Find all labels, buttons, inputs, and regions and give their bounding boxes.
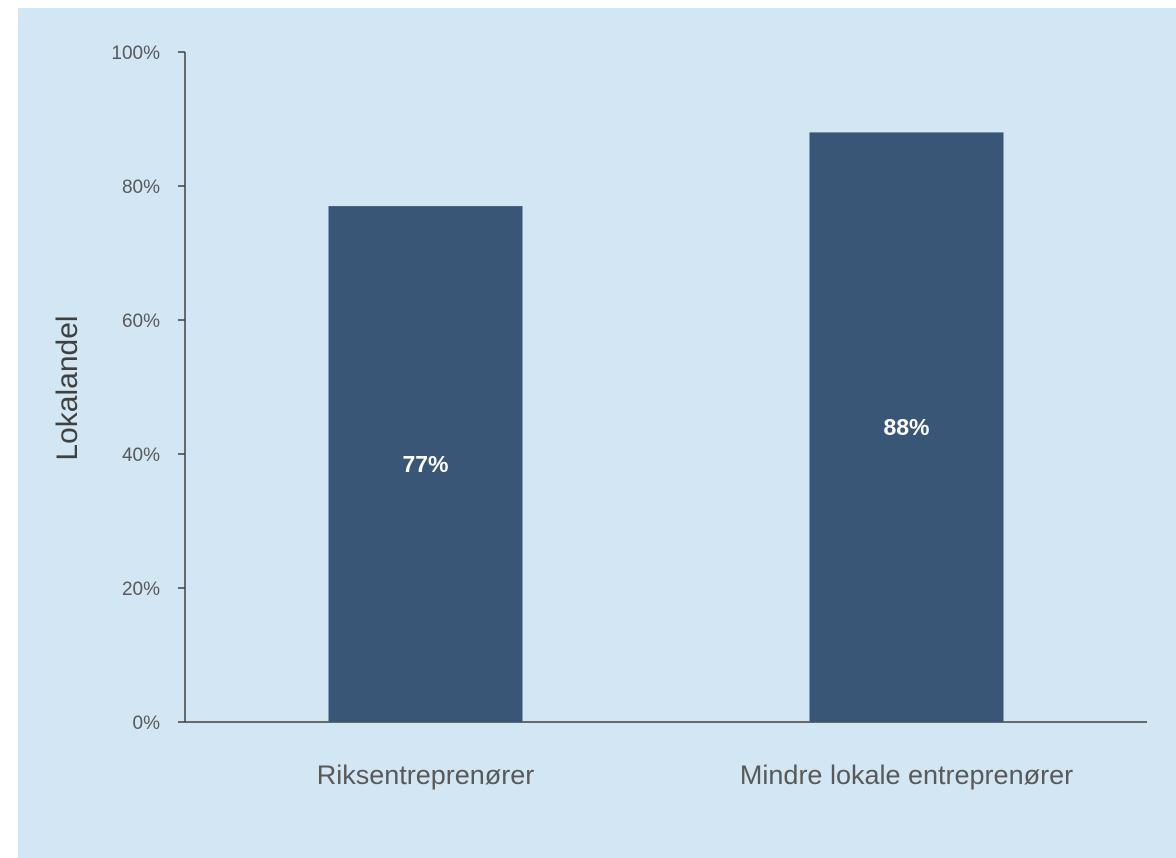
data-label: 77% bbox=[402, 451, 448, 477]
y-tick-label: 60% bbox=[122, 311, 160, 332]
y-tick-label: 20% bbox=[122, 579, 160, 600]
y-tick-label: 80% bbox=[122, 177, 160, 198]
bar bbox=[328, 206, 523, 723]
y-tick-label: 40% bbox=[122, 445, 160, 466]
y-tick-label: 0% bbox=[133, 713, 161, 734]
y-tick-label: 100% bbox=[111, 43, 160, 64]
plot-area: 0% 20% 40% 60% 80% 100% 77% Riksentreprenører 88… bbox=[111, 43, 1147, 790]
data-label: 88% bbox=[883, 414, 929, 440]
y-axis-title: Lokalandel bbox=[51, 315, 84, 460]
bar bbox=[809, 132, 1004, 722]
x-category-label: Riksentreprenører bbox=[317, 760, 535, 790]
x-category-label: Mindre lokale entreprenører bbox=[740, 760, 1073, 790]
